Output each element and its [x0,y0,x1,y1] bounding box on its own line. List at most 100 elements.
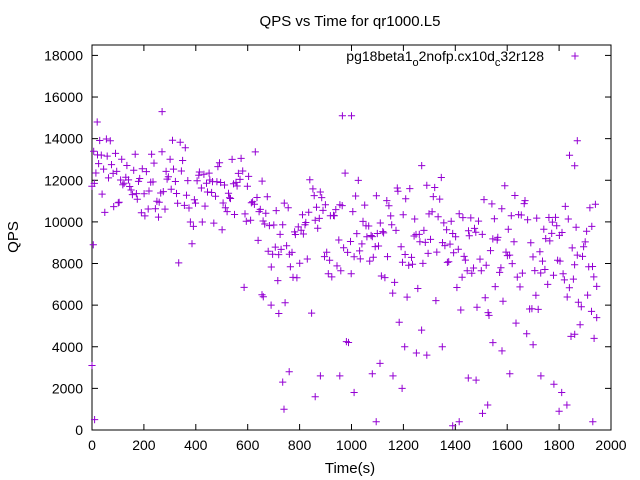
data-point [469,264,478,272]
y-tick-label: 8000 [52,256,83,272]
data-point [436,195,444,203]
data-point [391,278,399,286]
data-point [347,270,355,278]
data-point [473,303,481,311]
data-point [226,194,235,203]
y-tick-label: 16000 [44,89,83,105]
data-point [126,182,134,191]
legend-label-part: 32r128 [500,48,544,64]
legend-label-sub: o [412,57,418,69]
data-point [271,243,279,251]
data-point [323,248,331,256]
data-point [302,218,310,227]
data-point [267,301,275,309]
data-point [523,330,531,338]
data-point [586,204,594,212]
data-point [140,190,148,198]
data-point [461,256,469,264]
data-point [167,185,175,193]
data-point [387,212,395,220]
data-point [236,175,244,183]
data-point [588,262,597,271]
data-point [577,303,585,311]
data-point [533,214,541,222]
data-point [279,378,287,386]
data-point [372,418,380,426]
chart-title: QPS vs Time for qr1000.L5 [260,13,441,30]
data-point [590,334,598,342]
data-point [117,176,125,184]
data-point [335,236,343,244]
data-point [280,405,288,413]
data-point [171,177,179,186]
data-point [142,168,150,176]
y-tick-label: 4000 [52,339,83,355]
data-point [352,192,360,200]
data-point [336,372,344,380]
data-point [90,179,98,187]
data-point [558,228,566,237]
data-point [590,273,598,281]
data-point [197,184,205,192]
data-point [536,248,544,256]
data-point [213,178,221,186]
data-point [158,108,166,116]
data-point [210,219,218,227]
data-point [559,270,567,278]
data-point [531,267,539,275]
data-point [583,227,591,235]
data-point [188,240,196,248]
data-point [450,249,458,257]
data-point [593,314,601,322]
data-point [534,305,542,313]
data-point [447,217,455,225]
data-point [162,167,170,175]
data-point [398,258,407,266]
data-point [454,245,462,253]
data-point [177,167,185,175]
data-point [589,418,597,426]
data-point [311,216,319,224]
data-point [506,370,514,378]
data-point [237,154,245,162]
data-point [263,193,271,201]
y-tick-label: 14000 [44,131,83,147]
data-point [279,221,287,229]
data-point [150,159,158,167]
data-point [132,190,140,198]
data-point [214,163,222,171]
data-point [567,332,575,340]
data-point [283,242,291,250]
data-point [174,199,182,207]
data-point [190,196,198,204]
data-point [412,349,420,357]
data-point [467,214,475,222]
data-point [92,169,100,177]
data-point [568,244,576,252]
data-point [511,191,519,200]
plot-frame [91,44,612,431]
data-point [576,321,584,329]
data-point [168,136,177,144]
data-point [169,165,178,173]
data-point [179,156,187,165]
data-point [164,173,172,181]
plot-border [91,44,612,431]
data-point [333,262,341,270]
data-point [401,250,409,259]
data-point [507,212,515,220]
data-point [389,289,397,297]
data-point [465,232,473,240]
data-point [247,199,255,207]
data-point [291,230,299,239]
data-point [195,171,203,179]
data-point [186,218,194,226]
data-point [145,187,153,195]
data-point [97,151,105,159]
data-point [486,247,495,255]
x-axis: 0 200 400 600 800 1000 1200 1400 1600 1800 2000 [88,45,627,453]
data-point [499,297,507,305]
data-point [410,232,418,240]
data-point [395,318,403,326]
data-point [371,243,379,251]
